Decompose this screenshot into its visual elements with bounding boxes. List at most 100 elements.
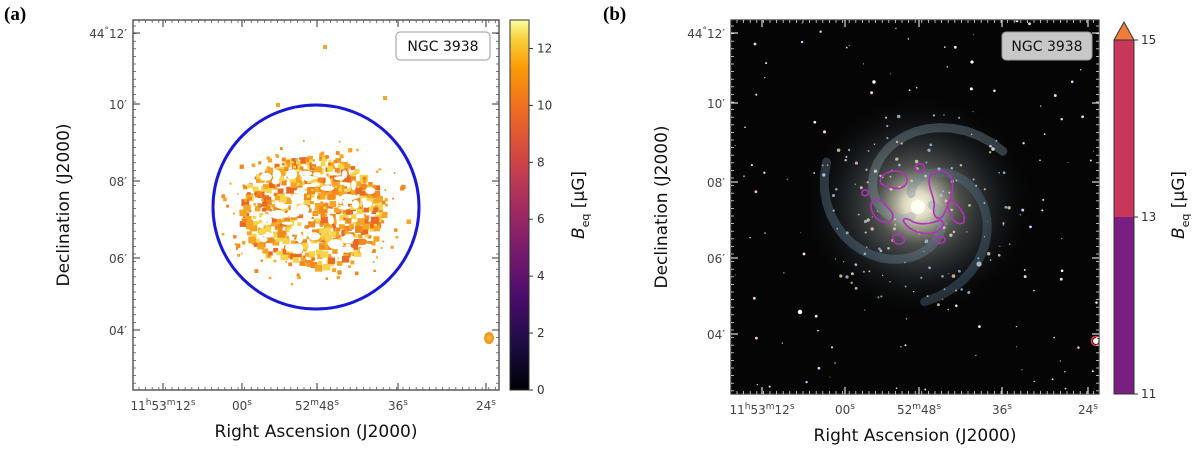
emission-pixel [335,151,340,155]
emission-pixel [363,207,369,213]
field-star [756,383,759,386]
emission-pixel [320,216,328,224]
field-star [863,63,864,65]
emission-pixel [311,257,315,261]
emission-gap [365,187,376,195]
star-knot [854,286,858,290]
field-star [783,272,785,274]
emission-pixel [323,45,327,49]
field-star [890,73,892,75]
star-knot [929,143,933,147]
star-knot [924,239,929,243]
emission-pixel [256,238,263,246]
emission-pixel [353,233,358,238]
star-knot [977,257,980,260]
field-star [1093,150,1094,152]
emission-pixel [313,211,318,216]
field-star [1043,133,1046,136]
field-star [1060,269,1064,273]
emission-pixel [362,223,369,230]
star-knot [889,175,892,178]
emission-gap [338,196,343,205]
emission-gap [296,204,310,215]
colorbar-tick-label: 12 [537,41,552,55]
emission-pixel [371,184,376,189]
star-knot [876,210,879,212]
emission-pixel [325,227,331,233]
emission-gap [341,193,353,199]
field-star [734,274,736,276]
emission-pixel [306,260,314,267]
star-knot [949,233,953,237]
emission-pixel [327,253,331,257]
emission-pixel [266,167,274,174]
field-star [1053,94,1057,97]
emission-pixel [247,192,251,196]
emission-pixel [321,236,326,241]
emission-pixel [252,215,257,219]
emission-gap [290,194,305,203]
emission-pixel [350,244,359,251]
emission-pixel [307,155,313,161]
emission-pixel [304,262,309,267]
emission-pixel [301,242,309,250]
emission-pixel [310,261,318,269]
emission-pixel [247,210,251,213]
emission-pixel [362,179,367,184]
colorbar [509,19,530,391]
emission-gap [328,239,344,250]
emission-pixel [291,162,296,167]
emission-pixel [319,156,323,160]
emission-pixel [343,213,349,218]
field-star [764,232,766,234]
field-contour [892,233,906,245]
field-star [1040,105,1042,107]
emission-pixel [395,236,399,239]
emission-pixel [285,261,287,263]
colorbar-level [1114,217,1134,394]
star-knot [950,208,953,212]
emission-gap [313,172,321,177]
star-knot [942,190,944,193]
emission-pixel [286,235,289,238]
emission-pixel [268,182,275,188]
emission-pixel [331,166,336,170]
emission-pixel [304,225,309,229]
star-knot [998,171,1000,174]
star-knot [923,250,925,253]
emission-pixel [324,234,332,242]
emission-pixel [357,218,365,225]
star-knot [920,276,923,279]
emission-pixel [381,200,386,205]
field-star [953,45,957,49]
x-tick-label: 11h53m12s [130,398,195,413]
field-star [915,86,918,89]
emission-pixel [277,188,284,194]
field-star [734,144,736,146]
emission-pixel [372,191,381,198]
star-knot [863,219,868,224]
emission-pixel [274,206,281,213]
emission-pixel [295,251,302,258]
bright-star [1093,338,1099,344]
emission-pixel [327,255,332,259]
emission-pixel [296,182,300,186]
emission-pixel [362,210,365,213]
emission-pixel [381,220,385,224]
spiral-arm [906,167,992,307]
emission-pixel [239,221,247,227]
emission-pixel [274,216,282,224]
star-knot [835,188,838,191]
emission-pixel [261,198,264,202]
emission-pixel [302,140,305,142]
field-star [924,388,927,391]
emission-gap [303,175,313,182]
star-knot [870,227,874,231]
emission-pixel [319,206,327,214]
star-knot [892,227,897,231]
emission-pixel [350,214,357,220]
emission-pixel [291,188,294,192]
emission-pixel [293,187,297,191]
star-knot [832,209,835,212]
emission-pixel [344,168,349,173]
